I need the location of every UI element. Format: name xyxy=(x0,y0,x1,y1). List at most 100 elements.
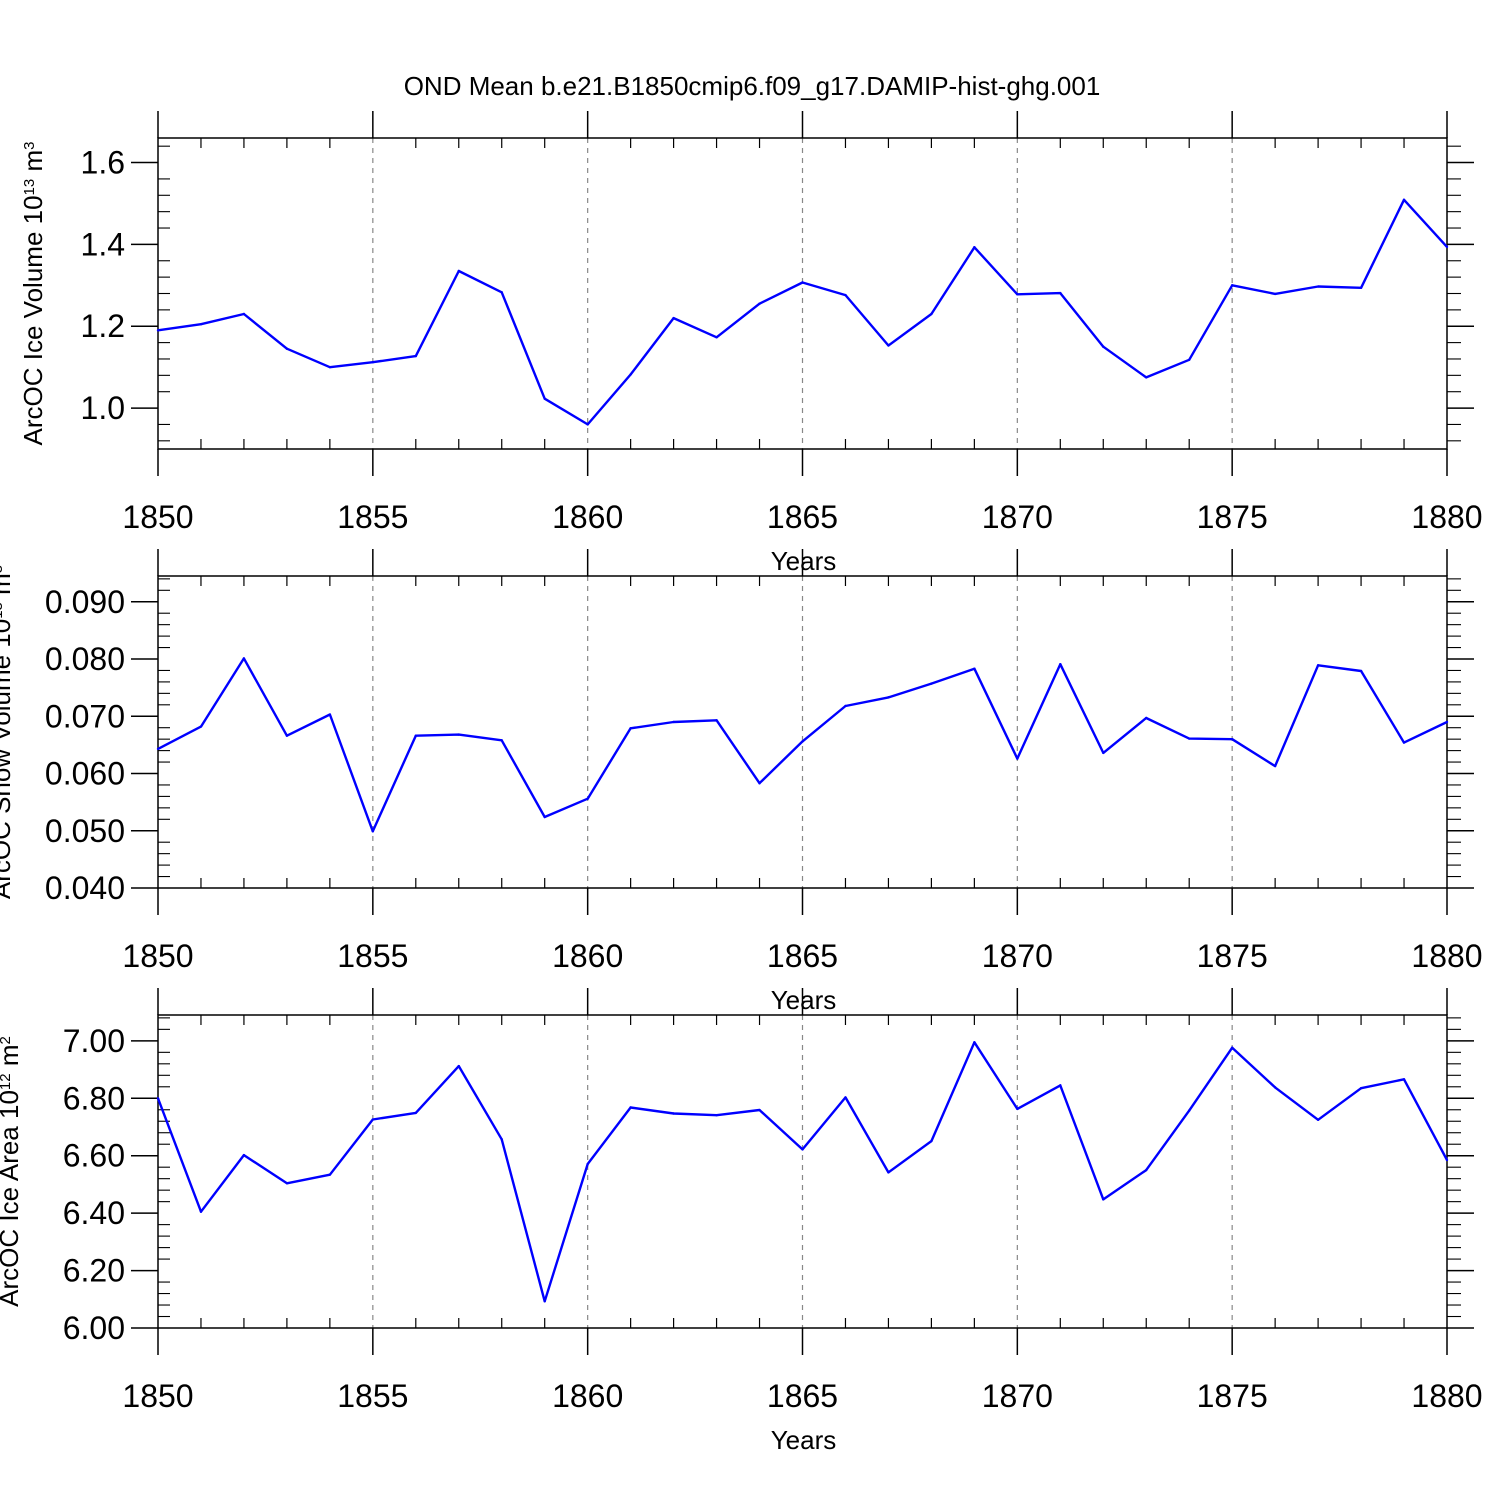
series-line xyxy=(157,657,1448,833)
data-point xyxy=(1316,664,1320,667)
data-point xyxy=(328,713,332,716)
x-tick-label: 1850 xyxy=(122,938,193,974)
data-point xyxy=(1445,245,1449,249)
x-tick-label: 1875 xyxy=(1197,499,1268,535)
data-point xyxy=(285,734,289,737)
x-tick-label: 1855 xyxy=(337,1378,408,1414)
data-point xyxy=(500,1138,503,1141)
data-point xyxy=(1359,286,1363,289)
x-tick-label: 1870 xyxy=(982,1378,1053,1414)
x-tick-label: 1870 xyxy=(982,938,1053,974)
data-point xyxy=(715,1114,718,1117)
data-point xyxy=(1145,1168,1148,1172)
y-tick-label: 7.00 xyxy=(63,1023,125,1059)
data-point xyxy=(1273,764,1277,768)
y-tick-label: 1.0 xyxy=(81,390,125,426)
data-point xyxy=(758,1108,761,1112)
x-tick-label: 1875 xyxy=(1197,938,1268,974)
data-point xyxy=(973,667,976,670)
data-point xyxy=(1359,1087,1363,1090)
x-tick-label: 1850 xyxy=(122,1378,193,1414)
data-point xyxy=(973,246,976,249)
x-tick-label: 1860 xyxy=(552,1378,623,1414)
data-point xyxy=(1059,291,1062,295)
data-point xyxy=(887,1171,890,1174)
y-tick-label: 6.40 xyxy=(63,1195,125,1231)
data-point xyxy=(156,1097,160,1100)
data-point xyxy=(543,1300,546,1303)
x-tick-label: 1865 xyxy=(767,1378,838,1414)
data-point xyxy=(500,291,503,294)
data-point xyxy=(457,733,460,736)
data-point xyxy=(758,782,761,785)
data-point xyxy=(930,312,933,316)
x-tick-label: 1880 xyxy=(1411,499,1482,535)
x-tick-label: 1880 xyxy=(1411,938,1482,974)
data-point xyxy=(1402,741,1406,744)
data-point xyxy=(1016,757,1019,760)
data-point xyxy=(1230,284,1234,287)
data-point xyxy=(1188,1109,1191,1112)
x-tick-label: 1855 xyxy=(337,499,408,535)
y-tick-label: 6.20 xyxy=(63,1253,125,1289)
data-point xyxy=(586,1162,589,1166)
data-point xyxy=(629,727,632,730)
x-tick-label: 1880 xyxy=(1411,1378,1482,1414)
data-point xyxy=(156,329,160,332)
y-tick-label: 0.080 xyxy=(45,641,125,677)
x-tick-label: 1865 xyxy=(767,499,838,535)
data-point xyxy=(500,739,503,742)
y-tick-label: 6.80 xyxy=(63,1080,125,1116)
data-point xyxy=(1016,293,1019,296)
y-tick-label: 0.040 xyxy=(45,870,125,906)
data-point xyxy=(1145,716,1148,720)
data-point xyxy=(1188,358,1191,361)
data-point xyxy=(199,322,203,326)
data-point xyxy=(242,657,246,660)
data-point xyxy=(371,830,375,833)
data-point xyxy=(285,1182,289,1185)
y-tick-label: 0.060 xyxy=(45,756,125,792)
data-point xyxy=(586,797,589,800)
data-point xyxy=(1273,1086,1277,1089)
data-point xyxy=(629,373,632,376)
figure-title: OND Mean b.e21.B1850cmip6.f09_g17.DAMIP-… xyxy=(404,71,1101,101)
data-point xyxy=(672,1112,675,1115)
series-line xyxy=(156,1041,1449,1303)
data-point xyxy=(930,682,933,685)
y-axis-label: ArcOC Ice Volume 1013 m3 xyxy=(18,142,48,446)
panel-1: 1850 1855 1860 1865 1870 1875 1880 1.0 1.2 1.4 1.6… xyxy=(18,111,1483,576)
x-axis-label: Years xyxy=(771,546,837,576)
data-point xyxy=(414,1111,417,1115)
y-axis-label: ArcOC Snow Volume 1013 m3 xyxy=(0,565,16,899)
data-point xyxy=(887,344,890,347)
data-point xyxy=(801,1148,804,1151)
plot-frame xyxy=(157,575,1448,889)
data-point xyxy=(285,347,289,350)
data-point xyxy=(1402,1078,1406,1081)
x-tick-label: 1865 xyxy=(767,938,838,974)
plot-frame xyxy=(157,1014,1448,1329)
panel-2: 1850 1855 1860 1865 1870 1875 1880 0.040 0.050 0.… xyxy=(0,549,1483,1015)
data-point xyxy=(242,312,246,316)
data-point xyxy=(156,747,160,751)
x-axis-label: Years xyxy=(771,1425,837,1455)
data-point xyxy=(844,704,847,708)
data-point xyxy=(328,1173,332,1176)
data-point xyxy=(1102,751,1105,755)
y-tick-label: 0.070 xyxy=(45,698,125,734)
y-tick-label: 1.4 xyxy=(81,226,125,262)
data-point xyxy=(1316,285,1320,288)
data-point xyxy=(844,1096,847,1099)
data-point xyxy=(715,336,718,339)
x-tick-label: 1875 xyxy=(1197,1378,1268,1414)
x-tick-label: 1850 xyxy=(122,499,193,535)
chart-panels: 1850 1855 1860 1865 1870 1875 1880 1.0 1.2 1.4 1.6… xyxy=(0,111,1483,1455)
data-point xyxy=(457,269,460,273)
data-point xyxy=(414,734,417,737)
data-point xyxy=(1059,1084,1062,1087)
y-tick-label: 1.6 xyxy=(81,145,125,181)
y-axis-label: ArcOC Ice Area 1012 m2 xyxy=(0,1036,24,1307)
data-point xyxy=(758,302,761,305)
data-point xyxy=(1230,737,1234,741)
